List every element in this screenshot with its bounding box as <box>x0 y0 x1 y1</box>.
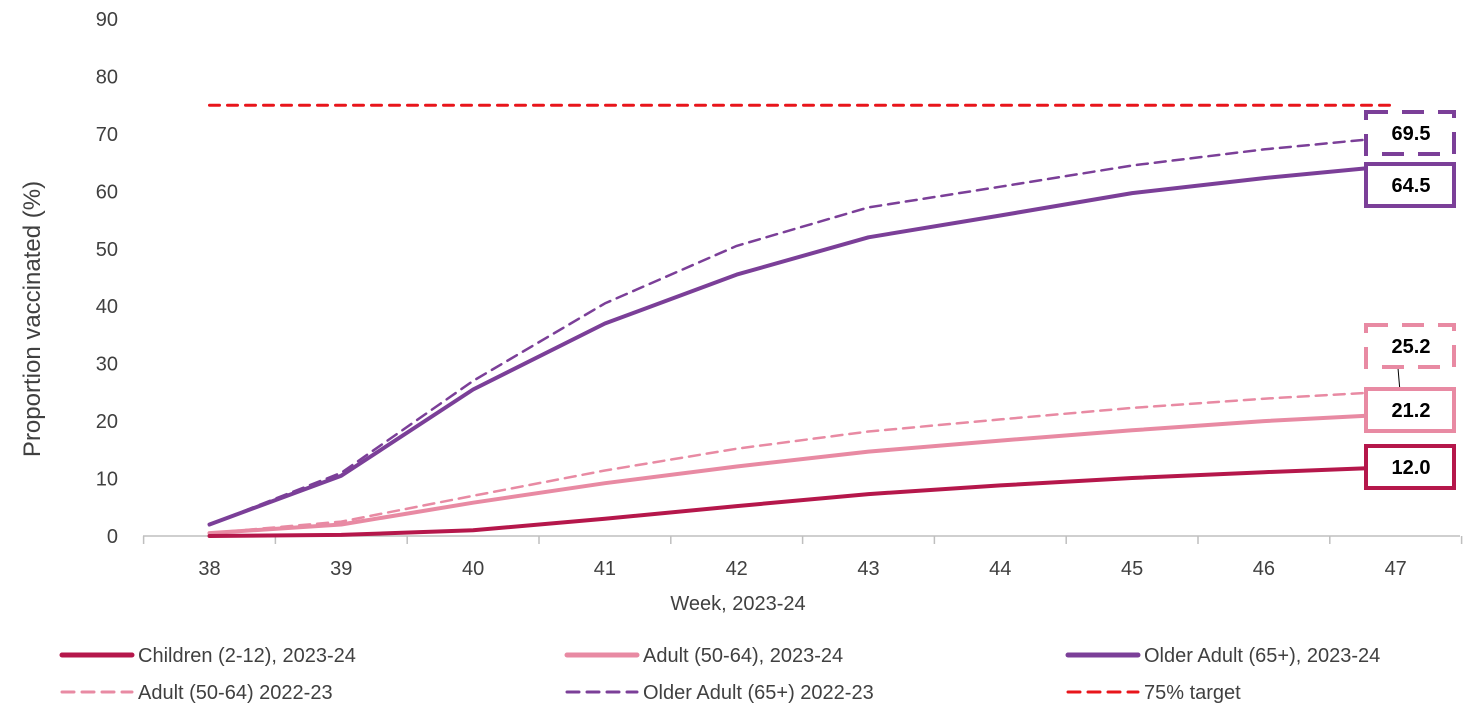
data-label-box <box>1364 162 1456 208</box>
x-tick-label: 46 <box>1253 558 1275 580</box>
x-tick-label: 41 <box>594 558 616 580</box>
legend-label: Children (2-12), 2023-24 <box>138 645 356 667</box>
data-label-box <box>1364 387 1456 433</box>
legend: Children (2-12), 2023-24 Adult (50-64), 2… <box>59 645 1380 704</box>
x-tick-label: 40 <box>462 558 484 580</box>
label-leader-line <box>1397 367 1401 389</box>
y-axis-ticks: 0 10 20 30 40 50 60 70 80 90 <box>96 9 118 548</box>
data-label-box <box>1364 323 1456 369</box>
data-label-box <box>1364 110 1456 156</box>
y-axis-title: Proportion vaccinated (%) <box>19 181 46 457</box>
y-tick-label: 20 <box>96 411 118 433</box>
y-tick-label: 40 <box>96 296 118 318</box>
y-tick-label: 0 <box>107 526 118 548</box>
legend-label: Older Adult (65+) 2022-23 <box>643 682 874 704</box>
x-tick-label: 39 <box>330 558 352 580</box>
data-label: 12.0 <box>1392 457 1431 479</box>
y-tick-label: 70 <box>96 124 118 146</box>
legend-label: Adult (50-64), 2023-24 <box>643 645 843 667</box>
x-tick-label: 44 <box>989 558 1011 580</box>
data-label: 25.2 <box>1392 336 1431 358</box>
x-axis-title: Week, 2023-24 <box>670 593 805 615</box>
data-label: 64.5 <box>1392 175 1431 197</box>
series-line-3 <box>208 389 1397 535</box>
series-line-4 <box>208 135 1397 526</box>
legend-label: Adult (50-64) 2022-23 <box>138 682 333 704</box>
y-tick-label: 10 <box>96 469 118 491</box>
y-tick-label: 50 <box>96 239 118 261</box>
data-label: 21.2 <box>1392 400 1431 422</box>
data-labels: 69.5 64.5 25.2 21.2 12.0 <box>1364 110 1456 490</box>
legend-label: 75% target <box>1144 682 1241 704</box>
series-line-1 <box>207 412 1398 536</box>
data-label: 69.5 <box>1392 123 1431 145</box>
y-tick-label: 80 <box>96 66 118 88</box>
x-tick-label: 47 <box>1385 558 1407 580</box>
series-line-2 <box>207 163 1398 527</box>
x-tick-label: 38 <box>198 558 220 580</box>
y-tick-label: 30 <box>96 354 118 376</box>
y-tick-label: 90 <box>96 9 118 31</box>
x-tick-label: 43 <box>857 558 879 580</box>
x-tick-label: 42 <box>726 558 748 580</box>
x-tick-label: 45 <box>1121 558 1143 580</box>
series-lines <box>207 103 1398 538</box>
data-label-box <box>1364 444 1456 490</box>
y-tick-label: 60 <box>96 181 118 203</box>
x-axis-ticks: 38 39 40 41 42 43 44 45 46 47 <box>142 536 1463 580</box>
series-line-0 <box>207 465 1398 538</box>
legend-label: Older Adult (65+), 2023-24 <box>1144 645 1380 667</box>
